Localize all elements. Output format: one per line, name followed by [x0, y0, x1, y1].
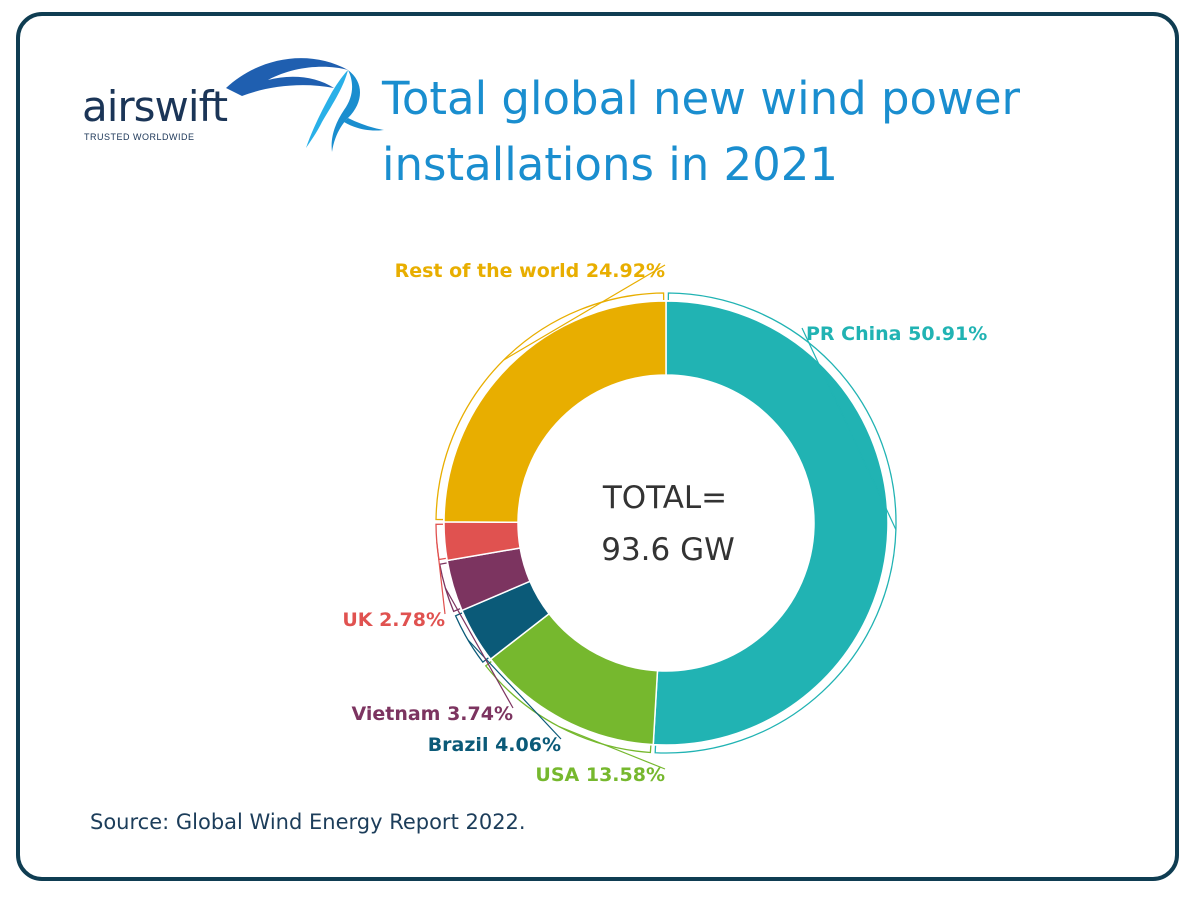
logo-wordmark: airswift: [82, 82, 228, 131]
label-rest-of-the-world: Rest of the world 24.92%: [395, 260, 665, 282]
center-total-line1: TOTAL=: [602, 480, 727, 516]
card-frame: [16, 12, 1179, 881]
label-pr-china: PR China 50.91%: [806, 323, 987, 345]
leader-usa: [558, 726, 666, 770]
slice-rest-of-the-world: [443, 300, 667, 524]
chart-title: Total global new wind power installations…: [382, 72, 1021, 191]
slice-pr-china: [652, 300, 889, 746]
source-note: Source: Global Wind Energy Report 2022.: [90, 810, 526, 834]
leader-vietnam: [444, 587, 514, 709]
logo-tagline: TRUSTED WORLDWIDE: [84, 132, 195, 142]
label-uk: UK 2.78%: [342, 609, 445, 631]
bracket-pr-china: [654, 292, 897, 754]
label-brazil: Brazil 4.06%: [428, 734, 561, 756]
leader-uk: [436, 541, 446, 615]
center-total-line2: 93.6 GW: [601, 532, 735, 568]
leader-rest-of-the-world: [503, 264, 666, 361]
leader-pr-china: [801, 327, 897, 530]
label-usa: USA 13.58%: [535, 764, 665, 786]
swift-bird-icon: [226, 58, 384, 152]
label-vietnam: Vietnam 3.74%: [351, 703, 513, 725]
airswift-logo: airswift TRUSTED WORLDWIDE: [78, 52, 384, 162]
